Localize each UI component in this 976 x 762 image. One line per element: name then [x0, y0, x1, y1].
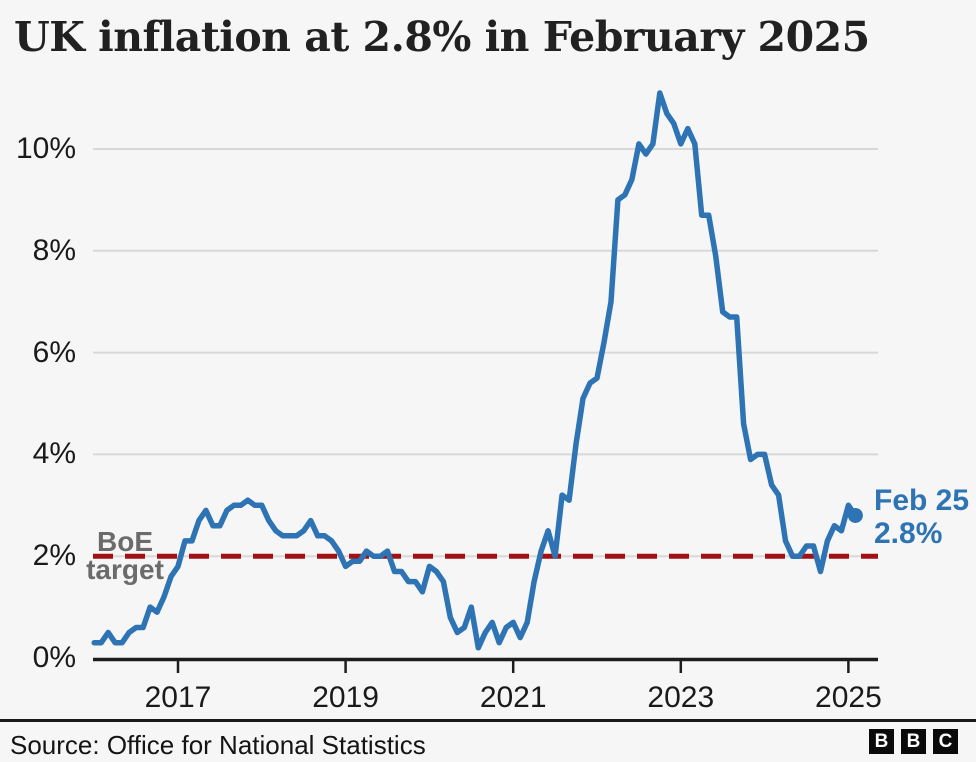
latest-value-date: Feb 25 [874, 484, 970, 517]
boe-target-label-line1: BoE [97, 526, 153, 557]
bbc-logo-block-b2: B [901, 729, 926, 754]
footer-divider [0, 719, 976, 722]
y-axis-label-6: 6% [32, 335, 76, 369]
bbc-logo-block-b1: B [869, 729, 894, 754]
y-axis-label-2: 2% [32, 539, 76, 573]
y-axis-label-0: 0% [32, 641, 76, 674]
x-axis-label-2025: 2025 [815, 681, 882, 714]
chart-title: UK inflation at 2.8% in February 2025 [14, 13, 870, 61]
y-axis-label-8: 8% [32, 233, 76, 267]
x-axis-label-2021: 2021 [479, 681, 547, 714]
y-axis-label-4: 4% [32, 437, 76, 471]
x-axis-label-2023: 2023 [647, 681, 715, 714]
x-axis-label-2019: 2019 [312, 681, 379, 714]
inflation-line [91, 90, 859, 651]
y-axis-label-10: 10% [15, 132, 76, 165]
boe-target-label: BoE target [70, 528, 180, 584]
boe-target-label-line2: target [86, 554, 164, 585]
source-credit: Source: Office for National Statistics [10, 730, 426, 760]
latest-value-annotation: Feb 25 2.8% [874, 484, 969, 550]
latest-point-dot [847, 507, 863, 523]
x-axis-label-2017: 2017 [144, 681, 212, 714]
bbc-logo: B B C [869, 729, 958, 754]
latest-value-number: 2.8% [874, 517, 943, 550]
bbc-logo-block-c: C [933, 729, 958, 754]
